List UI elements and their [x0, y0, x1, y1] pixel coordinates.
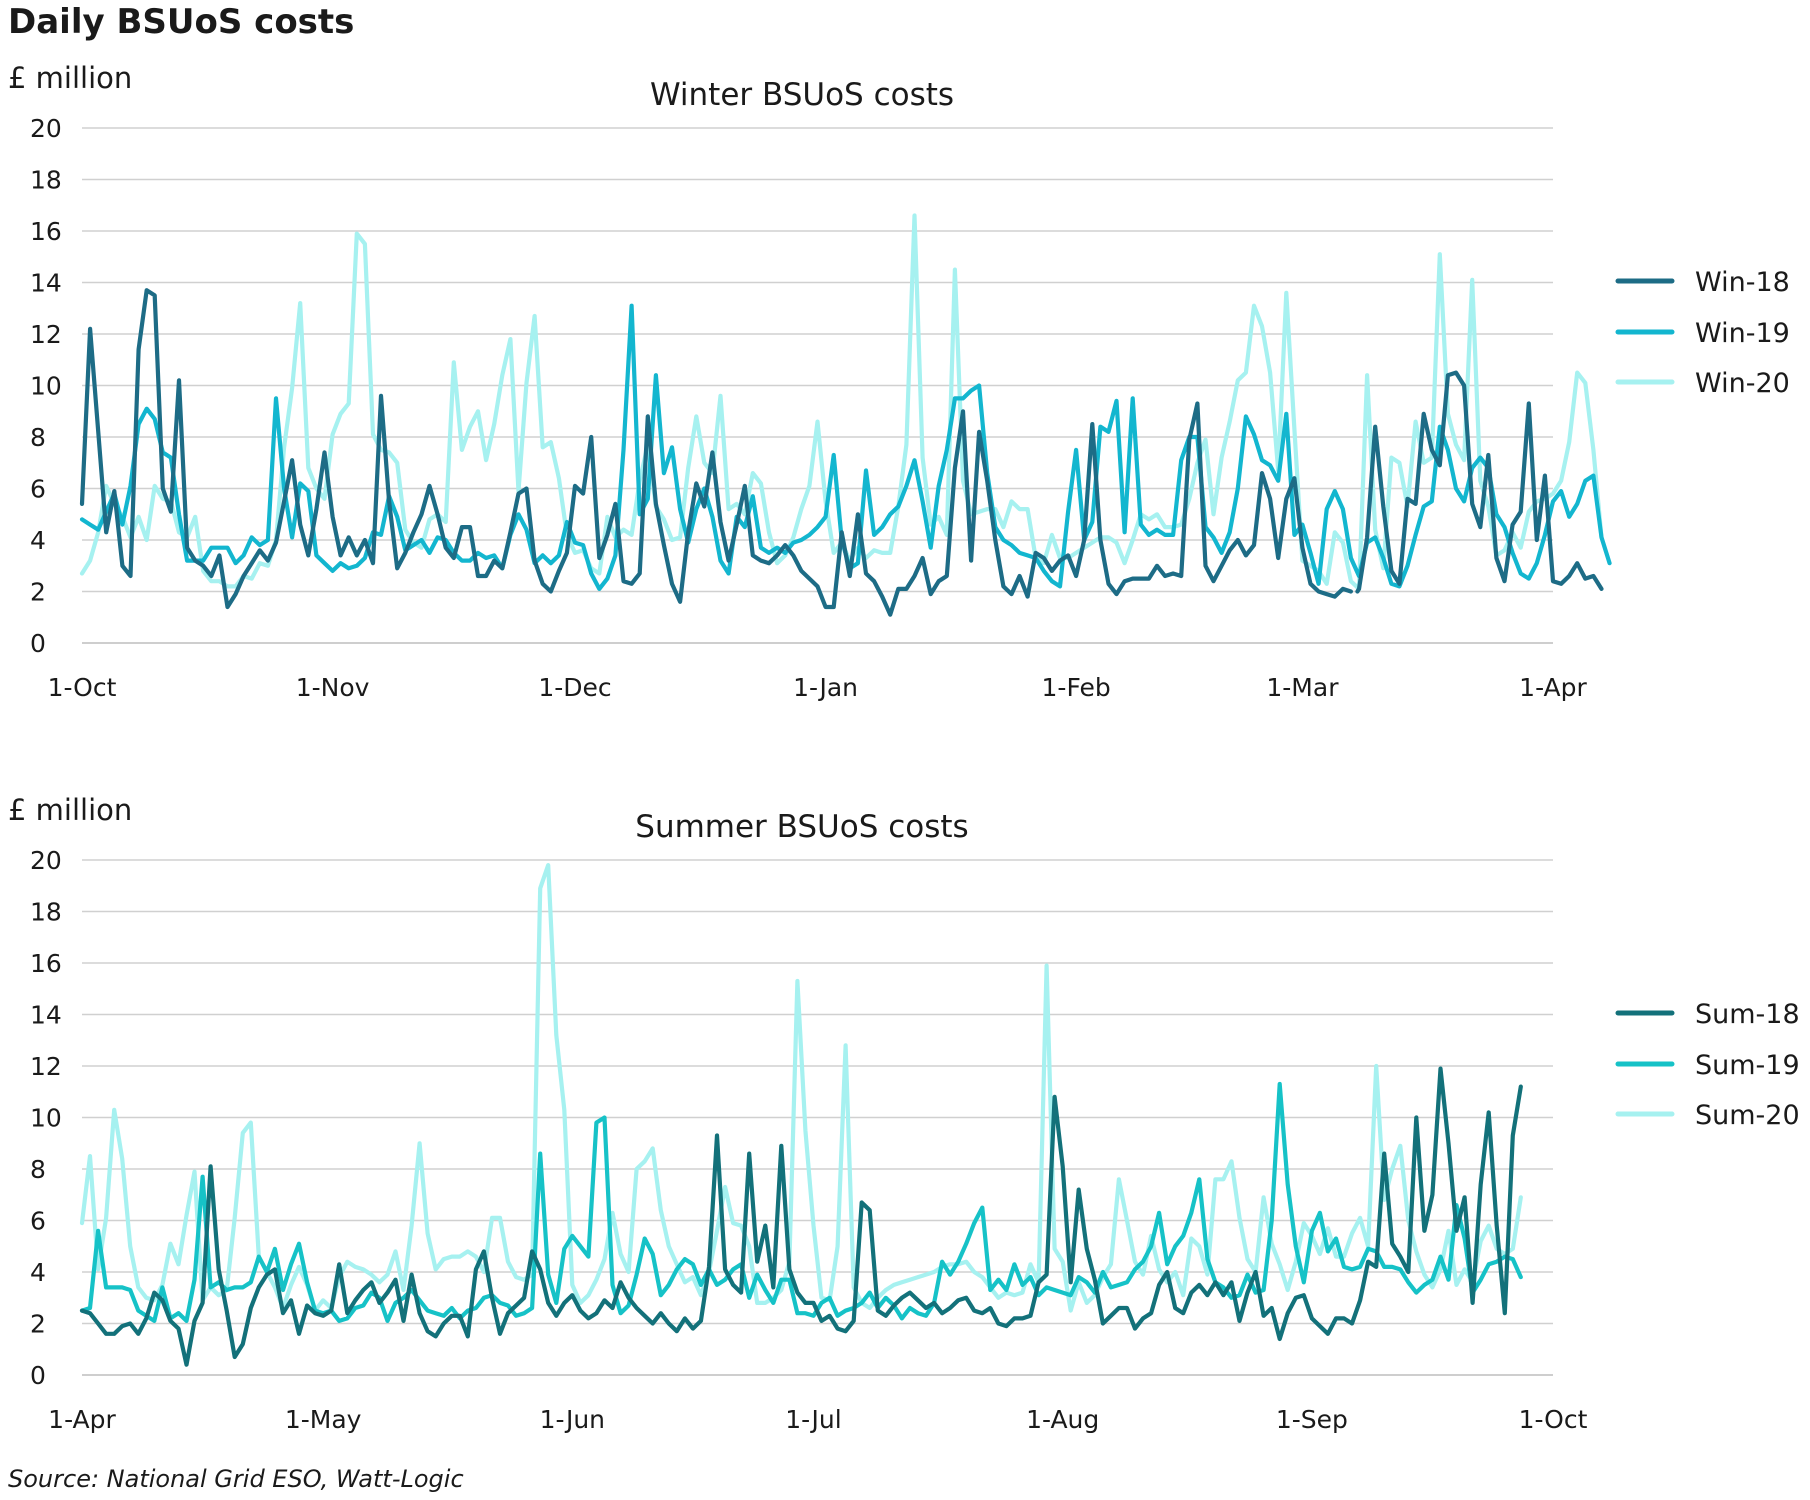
summer-series-line-sum-19 — [79, 1081, 1523, 1323]
summer-x-tick-label: 1-May — [285, 1405, 362, 1434]
winter-y-axis-label: £ million — [8, 61, 132, 95]
winter-x-tick-label: 1-Apr — [1519, 673, 1587, 702]
winter-legend-label: Win-19 — [1695, 318, 1790, 349]
summer-x-tick-label: 1-Oct — [1519, 1405, 1588, 1434]
summer-legend-label: Sum-20 — [1695, 1100, 1800, 1131]
winter-x-tick-label: 1-Jan — [793, 673, 858, 702]
winter-y-tick-label: 8 — [30, 423, 46, 452]
winter-y-tick-label: 6 — [30, 475, 46, 504]
summer-x-tick-label: 1-Jun — [540, 1405, 605, 1434]
summer-legend-label: Sum-18 — [1695, 999, 1800, 1030]
winter-y-tick-label: 10 — [30, 372, 62, 401]
summer-y-tick-label: 18 — [30, 898, 62, 927]
winter-x-tick-label: 1-Nov — [296, 673, 370, 702]
summer-y-tick-label: 4 — [30, 1258, 46, 1287]
summer-y-axis-label: £ million — [8, 793, 132, 827]
winter-chart-title: Winter BSUoS costs — [650, 77, 954, 113]
summer-x-tick-label: 1-Sep — [1276, 1405, 1348, 1434]
summer-x-tick-label: 1-Jul — [785, 1405, 841, 1434]
winter-legend-label: Win-20 — [1695, 368, 1790, 399]
summer-series-line-sum-18 — [79, 1066, 1523, 1367]
winter-y-tick-label: 18 — [30, 166, 62, 195]
winter-y-tick-label: 12 — [30, 320, 62, 349]
winter-x-tick-label: 1-Dec — [538, 673, 611, 702]
summer-x-tick-label: 1-Aug — [1026, 1405, 1099, 1434]
summer-y-tick-label: 14 — [30, 1001, 62, 1030]
winter-x-tick-label: 1-Feb — [1042, 673, 1111, 702]
winter-legend-label: Win-18 — [1695, 267, 1790, 298]
page-title: Daily BSUoS costs — [8, 2, 355, 42]
summer-legend-label: Sum-19 — [1695, 1050, 1800, 1081]
winter-x-tick-label: 1-Oct — [48, 673, 117, 702]
summer-x-tick-label: 1-Apr — [48, 1405, 116, 1434]
winter-y-tick-label: 14 — [30, 269, 62, 298]
winter-y-tick-label: 20 — [30, 114, 62, 143]
source-note: Source: National Grid ESO, Watt-Logic — [8, 1465, 464, 1493]
winter-y-tick-label: 0 — [30, 629, 46, 658]
winter-series-line-win-18-seg2 — [1355, 370, 1604, 594]
summer-y-tick-label: 10 — [30, 1104, 62, 1133]
summer-chart-title: Summer BSUoS costs — [635, 809, 968, 845]
summer-y-tick-label: 16 — [30, 949, 62, 978]
winter-y-tick-label: 2 — [30, 578, 46, 607]
summer-y-tick-label: 6 — [30, 1207, 46, 1236]
summer-y-tick-label: 20 — [30, 846, 62, 875]
summer-series-line-sum-20 — [79, 863, 1523, 1313]
winter-y-tick-label: 4 — [30, 526, 46, 555]
winter-chart: £ million Winter BSUoS costs 0 2 4 6 8 10 12 14 16… — [8, 61, 1790, 702]
winter-x-tick-label: 1-Mar — [1266, 673, 1339, 702]
summer-y-tick-label: 12 — [30, 1052, 62, 1081]
winter-y-tick-label: 16 — [30, 217, 62, 246]
summer-y-tick-label: 8 — [30, 1155, 46, 1184]
summer-chart: £ million Summer BSUoS costs 0 2 4 6 8 10 12 14 16… — [8, 793, 1800, 1434]
winter-series-line-win-18 — [79, 288, 1353, 617]
summer-y-tick-label: 0 — [30, 1361, 46, 1390]
summer-y-tick-label: 2 — [30, 1310, 46, 1339]
